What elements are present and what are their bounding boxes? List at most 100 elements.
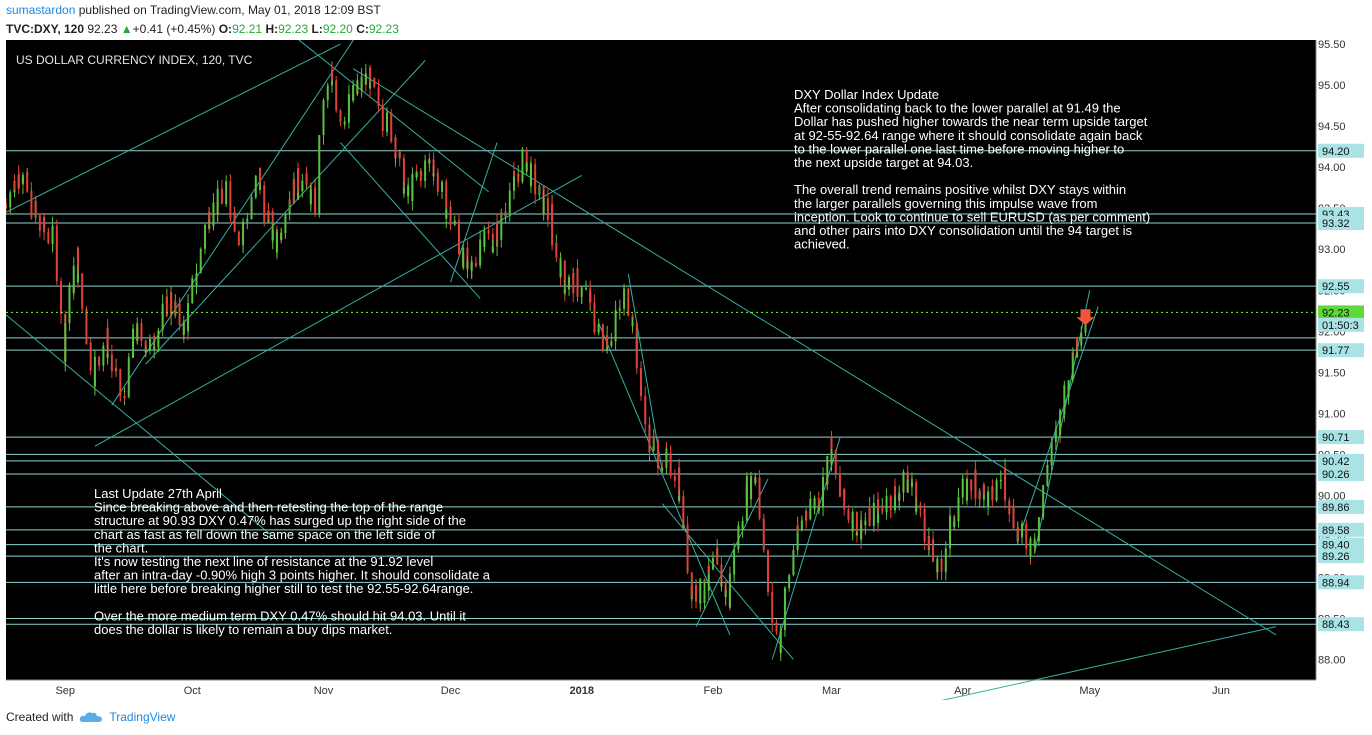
candle-body [106,354,109,358]
candle-body [707,565,710,570]
candle-body [919,508,922,510]
candle-body [203,224,206,243]
level-label-bg-11 [1318,549,1364,564]
candle-body [153,347,156,351]
price-chart[interactable]: 95.5095.0094.5094.0093.5093.0092.5092.00… [6,40,1366,700]
candle-body [538,193,541,195]
candle-body [686,562,689,573]
candle-body [593,319,596,333]
candle-body [915,505,918,512]
candle-body [119,392,122,397]
candle-body [614,310,617,323]
candle-body [17,174,20,185]
symbol-info: TVC:DXY, 120 92.23 ▲+0.41 (+0.45%) O:92.… [6,22,399,36]
candle-body [259,168,261,190]
candle-body [995,480,998,493]
candle-body [483,241,486,247]
candle-body [695,585,698,602]
candle-body [805,516,808,520]
candle-body [301,180,304,191]
candle-body [483,230,486,242]
countdown-label: 01:50:3 [1322,320,1359,332]
candle-body [93,360,96,387]
dxy-update-note-line-10: and other pairs into DXY consolidation u… [794,223,1132,238]
candle-body [521,149,524,159]
candle-body [771,592,774,602]
candle-body [89,343,92,371]
candle-body [597,324,600,329]
candle-body [76,273,79,283]
candle-body [601,336,604,348]
author-link[interactable]: sumastardon [6,3,76,17]
candle-body [68,309,71,324]
candle-body [894,487,896,511]
candle-body [572,273,575,294]
candle-body [1050,441,1053,457]
x-tick-label-5: Feb [703,685,722,697]
candle-body [352,85,355,101]
tradingview-link[interactable]: TradingView [109,710,176,724]
candle-body [623,296,626,309]
candle-body [568,276,571,288]
candle-body [60,281,63,303]
candle-body [728,590,731,608]
trendline-6 [340,142,481,299]
last-update-note-line-10: does the dollar is likely to remain a bu… [94,622,392,637]
x-tick-label-4: 2018 [569,685,593,697]
candle-body [555,243,558,258]
candle-body [783,610,786,630]
candle-body [220,198,223,204]
candle-body [491,246,494,253]
candle-body [868,506,871,527]
y-tick-label-0: 95.50 [1318,40,1346,51]
dxy-update-note-line-11: achieved. [794,237,850,252]
candle-body [1004,467,1007,474]
candle-body [1021,523,1023,531]
candle-body [826,455,829,485]
candle-body [834,466,837,474]
y-tick-label-3: 94.00 [1318,162,1346,174]
candle-body [678,467,681,501]
candle-body [178,303,181,326]
candle-body [703,590,706,600]
candle-body [1012,505,1015,529]
level-label-12: 88.94 [1322,577,1350,589]
candle-body [26,172,29,192]
level-label-5: 90.71 [1322,432,1350,444]
candle-body [436,173,439,192]
candle-body [411,173,414,201]
candle-body [1063,385,1066,415]
candle-body [813,498,816,510]
candle-body [974,478,977,499]
candle-body [322,123,325,136]
candle-body [1076,338,1079,346]
candle-body [949,515,952,529]
candle-body [640,368,642,391]
dxy-update-note-line-0: DXY Dollar Index Update [794,87,939,102]
candle-body [881,505,884,512]
candle-body [758,477,761,494]
candle-body [55,233,58,282]
candle-body [580,287,583,296]
candle-body [889,509,892,511]
candle-body [606,335,609,347]
candle-body [864,520,867,523]
candle-body [72,265,75,294]
candle-body [898,492,901,501]
candle-body [936,558,939,573]
candle-body [711,561,714,570]
candle-body [707,565,710,591]
candle-body [678,495,681,501]
last-update-note-line-4: the chart. [94,540,148,555]
candle-body [982,484,985,492]
candle-body [741,520,744,531]
candle-body [885,496,888,512]
candle-body [830,450,833,466]
candle-body [792,560,795,576]
candle-body [690,586,693,596]
candle-body [822,477,825,504]
candle-body [271,229,274,241]
candle-body [38,215,41,221]
publish-info: sumastardon published on TradingView.com… [6,3,381,17]
candle-body [496,223,499,240]
